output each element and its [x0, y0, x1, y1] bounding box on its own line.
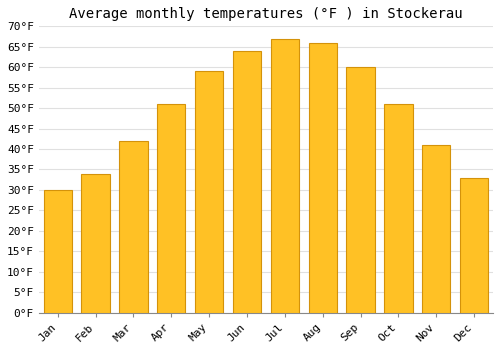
Title: Average monthly temperatures (°F ) in Stockerau: Average monthly temperatures (°F ) in St…: [69, 7, 462, 21]
Bar: [119, 141, 148, 313]
Bar: [270, 38, 299, 313]
Bar: [460, 178, 488, 313]
Bar: [346, 67, 375, 313]
Bar: [233, 51, 261, 313]
Bar: [157, 104, 186, 313]
Bar: [82, 174, 110, 313]
Bar: [422, 145, 450, 313]
Bar: [195, 71, 224, 313]
Bar: [308, 43, 337, 313]
Bar: [384, 104, 412, 313]
Bar: [44, 190, 72, 313]
